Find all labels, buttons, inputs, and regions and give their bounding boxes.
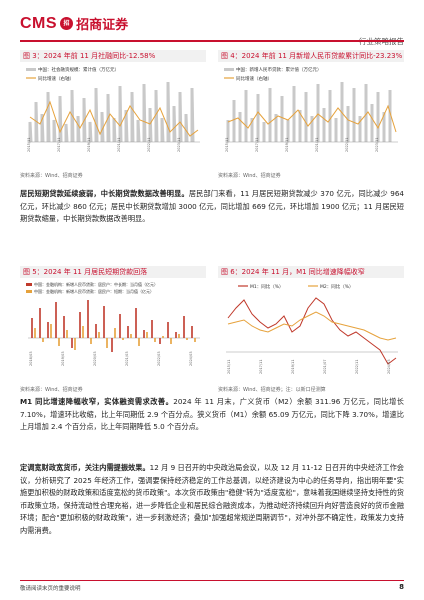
figure-5-legend-2: 中国：金融机构：新增人民币贷款：居民户：短期：当月值（亿元） bbox=[34, 288, 154, 294]
paragraph-money-supply: M1 同比增速降幅收窄，实体融资需求改善。2024 年 11 月末，广义货币（M… bbox=[20, 396, 404, 434]
figure-6-title: 图 6：2024 年 11 月，M1 同比增速降幅收窄 bbox=[218, 266, 404, 278]
header-divider bbox=[20, 40, 404, 42]
svg-text:2021/07: 2021/07 bbox=[323, 359, 327, 374]
figure-6-legend-1: M1：同比（%） bbox=[250, 283, 284, 290]
svg-text:2020/03: 2020/03 bbox=[93, 351, 97, 366]
svg-text:2022/03: 2022/03 bbox=[157, 351, 161, 366]
figure-4-bars bbox=[226, 82, 392, 142]
paragraph-1-body: 居民部门来看，11 月居民短期贷款减少 370 亿元，同比减少 964 亿元，环… bbox=[20, 189, 404, 223]
svg-text:2023/11: 2023/11 bbox=[177, 137, 181, 152]
svg-text:2019/11: 2019/11 bbox=[285, 137, 289, 152]
svg-text:2021/11: 2021/11 bbox=[315, 137, 319, 152]
svg-text:2022/11: 2022/11 bbox=[147, 137, 151, 152]
svg-text:2017/11: 2017/11 bbox=[57, 137, 61, 152]
figure-3-legend-1: 中国：社会融资规模：累计值（万亿元） bbox=[38, 66, 119, 73]
svg-text:2015/11: 2015/11 bbox=[225, 137, 229, 152]
figure-5-bars bbox=[31, 300, 196, 352]
logo-badge-icon: 招 bbox=[60, 17, 74, 30]
figure-5-chart: 中国：金融机构：新增人民币贷款：居民户：中长期：当月值（亿元） 中国：金融机构：… bbox=[20, 278, 206, 384]
paragraph-policy-stance: 定调宽财政宽货币，关注内需提振效果。12 月 9 日召开的中央政治局会议，以及 … bbox=[20, 462, 404, 537]
figure-6-m1-line bbox=[227, 297, 397, 365]
paragraph-3-lead: 定调宽财政宽货币，关注内需提振效果。 bbox=[20, 463, 150, 472]
svg-text:2019/11: 2019/11 bbox=[87, 137, 91, 152]
figure-3-legend-2: 同比增速（右轴） bbox=[38, 75, 74, 82]
paragraph-2-lead: M1 同比增速降幅收窄，实体融资需求改善。 bbox=[20, 397, 174, 406]
figure-4-growth-line bbox=[227, 104, 397, 133]
logo-chinese-name: 招商证券 bbox=[76, 18, 129, 33]
svg-text:2017/11: 2017/11 bbox=[255, 137, 259, 152]
figure-6-chart: M1：同比（%） M2：同比（%） 2015/11 2017/11 2019/1… bbox=[218, 278, 404, 384]
figure-5-source: 资料来源：Wind、招商证券 bbox=[20, 387, 83, 393]
svg-text:2024/03: 2024/03 bbox=[189, 351, 193, 366]
figure-3-x-ticks: 2015/11 2017/11 2019/11 2021/11 2022/11 … bbox=[27, 137, 181, 152]
figure-3-growth-line bbox=[29, 100, 199, 137]
figure-5-title: 图 5：2024 年 11 月居民短期贷款回落 bbox=[20, 266, 206, 278]
page-header: CMS 招 招商证券 行业策略报告 bbox=[20, 14, 404, 47]
figure-6-legend-2: M2：同比（%） bbox=[320, 283, 354, 290]
figure-4-x-ticks: 2015/11 2017/11 2019/11 2021/11 2022/11 … bbox=[225, 137, 379, 152]
report-type: 行业策略报告 bbox=[359, 37, 404, 46]
figure-6-source: 资料来源：Wind、招商证券；注：以新口径测算 bbox=[218, 387, 326, 393]
figure-4-chart: 中国：新增人民币贷款：累计值（万亿元） 同比增速（右轴） 2015/11 201… bbox=[218, 62, 404, 170]
footer-disclaimer-note: 敬请阅读末页的重要说明 bbox=[20, 586, 81, 592]
svg-text:2024/03: 2024/03 bbox=[387, 359, 391, 374]
figure-5-x-ticks: 2018/03 2019/03 2020/03 2021/03 2022/03 … bbox=[29, 351, 193, 366]
figure-4-title: 图 4：2024 年前 11 月新增人民币贷款累计同比-23.23% bbox=[218, 50, 404, 62]
svg-text:2022/11: 2022/11 bbox=[355, 359, 359, 374]
svg-text:2018/03: 2018/03 bbox=[29, 351, 33, 366]
page-number: 8 bbox=[399, 583, 404, 591]
svg-text:2021/11: 2021/11 bbox=[117, 137, 121, 152]
figure-6: 图 6：2024 年 11 月，M1 同比增速降幅收窄 M1：同比（%） M2：… bbox=[218, 266, 404, 393]
figure-3-source: 资料来源：Wind、招商证券 bbox=[20, 173, 83, 179]
svg-text:2022/11: 2022/11 bbox=[345, 137, 349, 152]
svg-text:2023/11: 2023/11 bbox=[375, 137, 379, 152]
cms-logo: CMS 招 招商证券 bbox=[20, 14, 129, 34]
paragraph-3-body: 12 月 9 日召开的中央政治局会议，以及 12 月 11-12 日召开的中央经… bbox=[20, 463, 404, 535]
figure-3: 图 3：2024 年前 11 月社融同比-12.58% 中国：社会融资规模：累计… bbox=[20, 50, 206, 179]
svg-text:2021/03: 2021/03 bbox=[125, 351, 129, 366]
figure-6-m2-line bbox=[227, 311, 397, 341]
svg-text:2017/11: 2017/11 bbox=[259, 359, 263, 374]
figure-4-legend-1: 中国：新增人民币贷款：累计值（万亿元） bbox=[236, 66, 322, 73]
figure-5: 图 5：2024 年 11 月居民短期贷款回落 中国：金融机构：新增人民币贷款：… bbox=[20, 266, 206, 393]
figure-3-title: 图 3：2024 年前 11 月社融同比-12.58% bbox=[20, 50, 206, 62]
figure-6-x-ticks: 2015/11 2017/11 2019/11 2021/07 2022/11 … bbox=[227, 359, 391, 374]
figure-4-source: 资料来源：Wind、招商证券 bbox=[218, 173, 281, 179]
svg-text:2015/11: 2015/11 bbox=[27, 137, 31, 152]
svg-text:2019/11: 2019/11 bbox=[291, 359, 295, 374]
paragraph-2-body: 2024 年 11 月末，广义货币（M2）余额 311.96 万亿元，同比增长 … bbox=[20, 397, 404, 431]
logo-text: CMS bbox=[20, 14, 58, 32]
svg-text:2015/11: 2015/11 bbox=[227, 359, 231, 374]
legend-swatch-bar bbox=[26, 68, 36, 71]
footer-divider bbox=[20, 580, 404, 581]
paragraph-household-loans: 居民短期贷款延续疲弱，中长期贷款数据改善明显。居民部门来看，11 月居民短期贷款… bbox=[20, 188, 404, 226]
figure-4-legend-2: 同比增速（右轴） bbox=[236, 75, 272, 82]
paragraph-1-lead: 居民短期贷款延续疲弱，中长期贷款数据改善明显。 bbox=[20, 189, 189, 198]
figure-3-chart: 中国：社会融资规模：累计值（万亿元） 同比增速（右轴） 2015/11 2017… bbox=[20, 62, 206, 170]
figure-4: 图 4：2024 年前 11 月新增人民币贷款累计同比-23.23% 中国：新增… bbox=[218, 50, 404, 179]
figure-5-legend-1: 中国：金融机构：新增人民币贷款：居民户：中长期：当月值（亿元） bbox=[34, 281, 158, 287]
svg-text:2019/03: 2019/03 bbox=[61, 351, 65, 366]
figure-3-bars bbox=[28, 81, 195, 143]
